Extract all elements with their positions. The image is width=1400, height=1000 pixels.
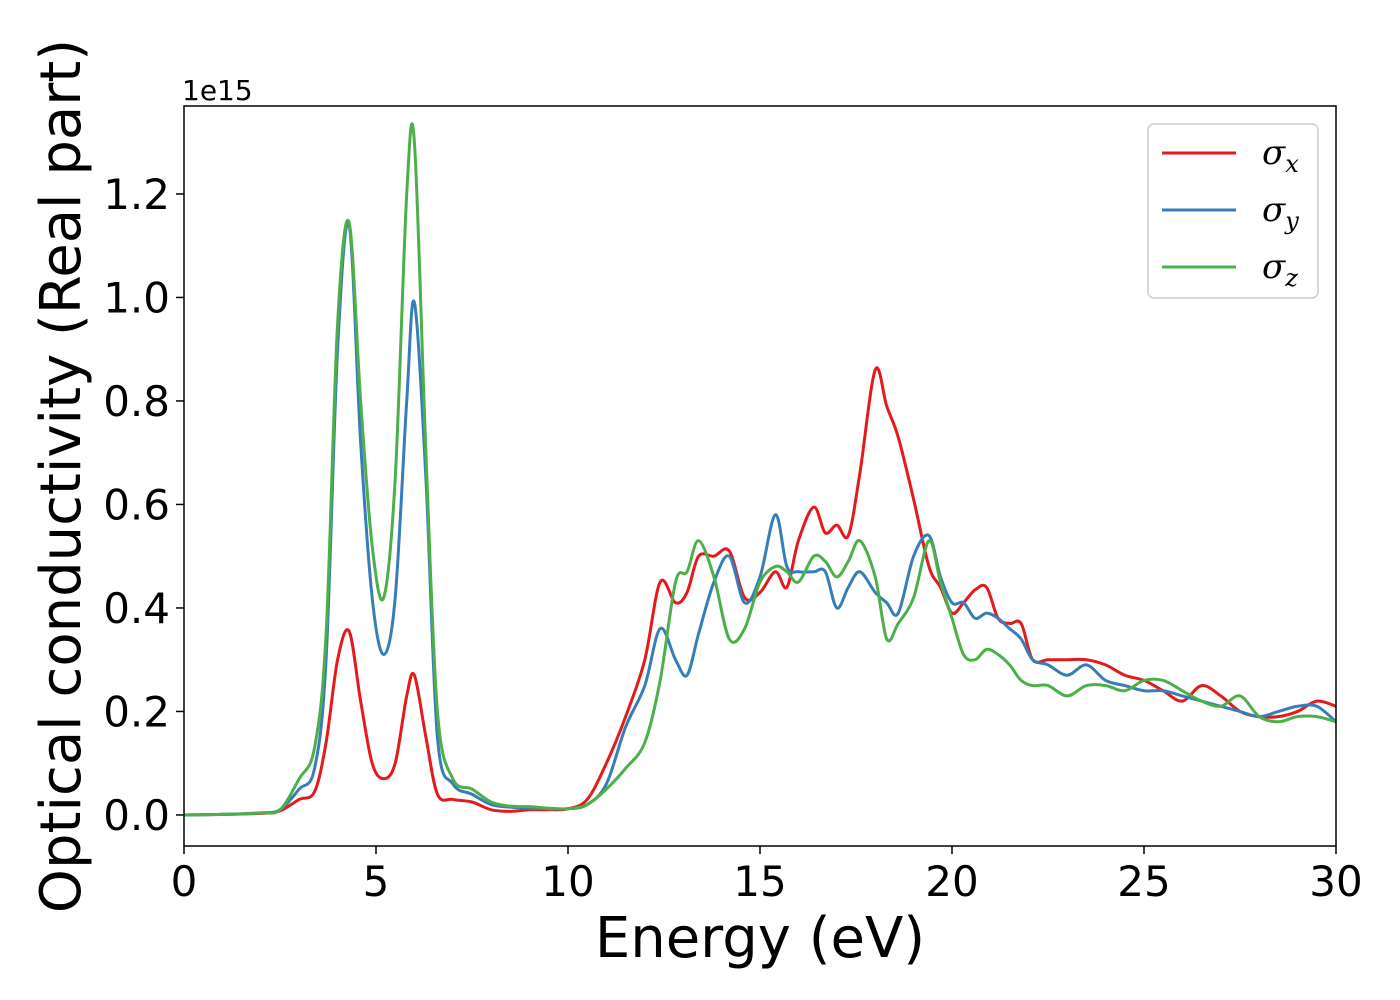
x-axis-title: Energy (eV) xyxy=(595,906,925,971)
y-tick-label: 0.2 xyxy=(103,687,170,736)
x-tick-label: 10 xyxy=(541,857,594,906)
y-tick-label: 0.0 xyxy=(103,791,170,840)
y-axis: 0.0 0.2 0.4 0.6 0.8 1.0 1.2 xyxy=(103,170,184,840)
y-tick-label: 1.0 xyxy=(103,273,170,322)
x-tick-label: 25 xyxy=(1117,857,1170,906)
y-tick-label: 0.6 xyxy=(103,480,170,529)
series-line-y xyxy=(184,221,1336,817)
x-tick-label: 30 xyxy=(1309,857,1362,906)
legend-label-y: σy xyxy=(1262,190,1299,235)
y-tick-label: 0.4 xyxy=(103,584,170,633)
x-tick-label: 20 xyxy=(925,857,978,906)
series-layer xyxy=(184,122,1336,817)
series-line-x xyxy=(184,366,1336,817)
x-axis: 0 5 10 15 20 25 30 xyxy=(171,846,1363,906)
y-axis-title: Optical conductivity (Real part) xyxy=(29,39,94,913)
series-line-z xyxy=(184,122,1336,817)
y-tick-label: 1.2 xyxy=(103,170,170,219)
x-tick-label: 15 xyxy=(733,857,786,906)
y-offset-label: 1e15 xyxy=(182,74,253,107)
x-tick-label: 5 xyxy=(363,857,390,906)
legend-label-x: σx xyxy=(1262,133,1299,178)
legend: σx σy σz xyxy=(1147,123,1319,299)
legend-label-z: σz xyxy=(1262,247,1298,292)
y-tick-label: 0.8 xyxy=(103,377,170,426)
x-tick-label: 0 xyxy=(171,857,198,906)
